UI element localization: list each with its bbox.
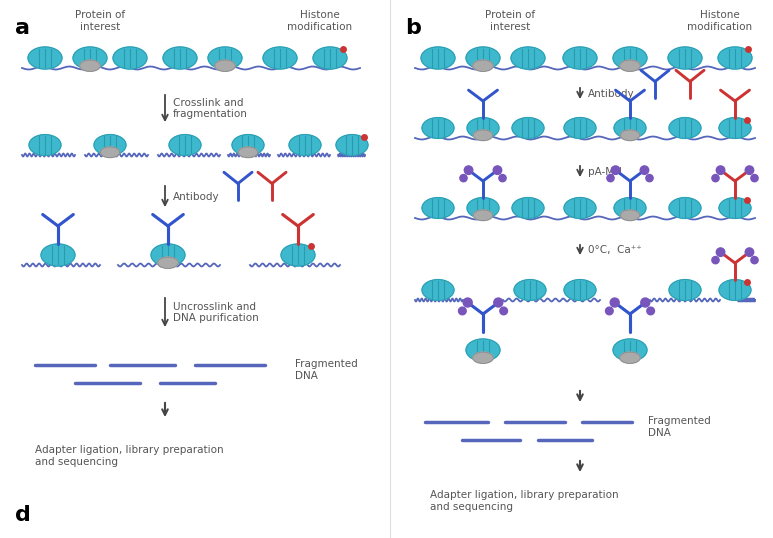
- Text: Adapter ligation, library preparation
and sequencing: Adapter ligation, library preparation an…: [35, 445, 223, 466]
- Ellipse shape: [41, 244, 75, 266]
- Ellipse shape: [466, 339, 500, 361]
- Circle shape: [717, 166, 725, 174]
- Ellipse shape: [80, 60, 100, 72]
- Circle shape: [493, 166, 502, 174]
- Text: Histone
modification: Histone modification: [687, 10, 753, 32]
- Ellipse shape: [158, 257, 179, 268]
- Ellipse shape: [719, 280, 751, 300]
- Text: d: d: [15, 505, 31, 525]
- Ellipse shape: [422, 280, 454, 300]
- Circle shape: [494, 298, 502, 307]
- Text: Protein of
interest: Protein of interest: [485, 10, 535, 32]
- Circle shape: [611, 166, 620, 174]
- Circle shape: [647, 307, 655, 315]
- Text: 0°C,  Ca⁺⁺: 0°C, Ca⁺⁺: [588, 245, 642, 255]
- Ellipse shape: [613, 47, 647, 69]
- Circle shape: [500, 307, 508, 315]
- Circle shape: [712, 257, 719, 264]
- Ellipse shape: [94, 134, 126, 155]
- Circle shape: [463, 298, 472, 307]
- Ellipse shape: [669, 197, 701, 218]
- Circle shape: [610, 298, 619, 307]
- Ellipse shape: [512, 197, 544, 218]
- Circle shape: [751, 257, 758, 264]
- Ellipse shape: [29, 134, 61, 155]
- Text: b: b: [405, 18, 421, 38]
- Ellipse shape: [281, 244, 315, 266]
- Ellipse shape: [719, 197, 751, 218]
- Text: Adapter ligation, library preparation
and sequencing: Adapter ligation, library preparation an…: [430, 490, 618, 512]
- Ellipse shape: [620, 352, 640, 363]
- Circle shape: [499, 174, 506, 182]
- Ellipse shape: [613, 339, 647, 361]
- Text: Antibody: Antibody: [173, 192, 220, 202]
- Ellipse shape: [289, 134, 321, 155]
- Circle shape: [605, 307, 613, 315]
- Ellipse shape: [169, 134, 201, 155]
- Circle shape: [712, 174, 719, 182]
- Text: a: a: [15, 18, 30, 38]
- Circle shape: [458, 307, 466, 315]
- Text: Crosslink and
fragmentation: Crosslink and fragmentation: [173, 98, 248, 119]
- Circle shape: [745, 166, 754, 174]
- Ellipse shape: [473, 210, 492, 221]
- Ellipse shape: [151, 244, 185, 266]
- Circle shape: [646, 174, 653, 182]
- Text: Uncrosslink and
DNA purification: Uncrosslink and DNA purification: [173, 302, 259, 323]
- Ellipse shape: [719, 118, 751, 138]
- Ellipse shape: [669, 118, 701, 138]
- Ellipse shape: [514, 280, 546, 300]
- Ellipse shape: [336, 134, 368, 155]
- Ellipse shape: [512, 118, 544, 138]
- Circle shape: [640, 166, 649, 174]
- Ellipse shape: [621, 210, 639, 221]
- Ellipse shape: [614, 197, 646, 218]
- Circle shape: [717, 248, 725, 257]
- Ellipse shape: [620, 60, 640, 72]
- Ellipse shape: [564, 280, 596, 300]
- Ellipse shape: [113, 47, 147, 69]
- Text: Protein of
interest: Protein of interest: [75, 10, 125, 32]
- Circle shape: [641, 298, 650, 307]
- Circle shape: [751, 174, 758, 182]
- Ellipse shape: [466, 47, 500, 69]
- Text: Fragmented
DNA: Fragmented DNA: [295, 359, 358, 381]
- Circle shape: [465, 166, 473, 174]
- Ellipse shape: [208, 47, 242, 69]
- Ellipse shape: [163, 47, 197, 69]
- Ellipse shape: [669, 280, 701, 300]
- Ellipse shape: [563, 47, 597, 69]
- Ellipse shape: [564, 197, 596, 218]
- Text: Antibody: Antibody: [588, 89, 635, 99]
- Ellipse shape: [473, 352, 493, 363]
- Text: Fragmented
DNA: Fragmented DNA: [648, 416, 710, 438]
- Circle shape: [745, 248, 754, 257]
- Ellipse shape: [28, 47, 62, 69]
- Ellipse shape: [263, 47, 297, 69]
- Text: pA-MN: pA-MN: [588, 167, 621, 177]
- Ellipse shape: [215, 60, 235, 72]
- Ellipse shape: [100, 147, 120, 158]
- Ellipse shape: [511, 47, 545, 69]
- Ellipse shape: [668, 47, 702, 69]
- Ellipse shape: [422, 197, 454, 218]
- Ellipse shape: [422, 118, 454, 138]
- Ellipse shape: [564, 118, 596, 138]
- Text: Histone
modification: Histone modification: [288, 10, 352, 32]
- Circle shape: [460, 174, 467, 182]
- Circle shape: [607, 174, 614, 182]
- Ellipse shape: [73, 47, 107, 69]
- Ellipse shape: [467, 197, 499, 218]
- Ellipse shape: [614, 118, 646, 138]
- Ellipse shape: [232, 134, 264, 155]
- Ellipse shape: [473, 130, 492, 140]
- Ellipse shape: [313, 47, 347, 69]
- Ellipse shape: [467, 118, 499, 138]
- Ellipse shape: [421, 47, 455, 69]
- Ellipse shape: [718, 47, 752, 69]
- Ellipse shape: [473, 60, 493, 72]
- Ellipse shape: [238, 147, 257, 158]
- Ellipse shape: [621, 130, 639, 140]
